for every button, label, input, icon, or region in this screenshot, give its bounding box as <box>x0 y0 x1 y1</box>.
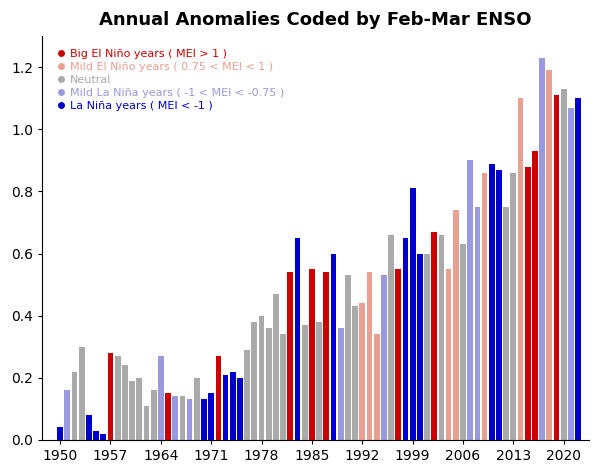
Bar <box>295 238 301 440</box>
Bar <box>374 334 380 440</box>
Bar <box>115 356 121 440</box>
Bar <box>388 235 394 440</box>
Bar <box>575 98 581 440</box>
Bar <box>431 232 437 440</box>
Bar <box>352 306 358 440</box>
Bar <box>496 170 502 440</box>
Bar <box>129 381 135 440</box>
Bar <box>554 95 559 440</box>
Bar <box>187 400 193 440</box>
Bar <box>338 328 344 440</box>
Bar <box>158 356 164 440</box>
Bar <box>215 356 221 440</box>
Bar <box>266 328 272 440</box>
Bar <box>381 275 387 440</box>
Bar <box>136 378 142 440</box>
Bar <box>194 378 200 440</box>
Bar <box>230 372 236 440</box>
Bar <box>532 151 538 440</box>
Bar <box>71 372 77 440</box>
Bar <box>143 406 149 440</box>
Bar <box>107 353 113 440</box>
Bar <box>525 167 530 440</box>
Title: Annual Anomalies Coded by Feb-Mar ENSO: Annual Anomalies Coded by Feb-Mar ENSO <box>99 11 532 29</box>
Bar <box>251 322 257 440</box>
Bar <box>417 254 423 440</box>
Bar <box>453 210 458 440</box>
Bar <box>259 316 265 440</box>
Bar <box>208 393 214 440</box>
Bar <box>64 390 70 440</box>
Bar <box>223 374 229 440</box>
Bar <box>561 89 566 440</box>
Bar <box>367 272 373 440</box>
Bar <box>172 396 178 440</box>
Bar <box>100 434 106 440</box>
Bar <box>503 207 509 440</box>
Bar <box>511 173 516 440</box>
Bar <box>439 235 444 440</box>
Bar <box>201 400 207 440</box>
Bar <box>151 390 157 440</box>
Bar <box>86 415 92 440</box>
Bar <box>547 70 552 440</box>
Bar <box>410 188 416 440</box>
Bar <box>179 396 185 440</box>
Bar <box>489 164 494 440</box>
Bar <box>93 430 99 440</box>
Bar <box>280 334 286 440</box>
Legend: Big El Niño years ( MEI > 1 ), Mild El Niño years ( 0.75 < MEI < 1 ), Neutral, M: Big El Niño years ( MEI > 1 ), Mild El N… <box>53 46 287 114</box>
Bar <box>424 254 430 440</box>
Bar <box>467 160 473 440</box>
Bar <box>323 272 329 440</box>
Bar <box>165 393 171 440</box>
Bar <box>273 294 279 440</box>
Bar <box>395 269 401 440</box>
Bar <box>309 269 315 440</box>
Bar <box>568 108 574 440</box>
Bar <box>57 428 63 440</box>
Bar <box>403 238 409 440</box>
Bar <box>446 269 451 440</box>
Bar <box>302 325 308 440</box>
Bar <box>345 275 351 440</box>
Bar <box>331 254 337 440</box>
Bar <box>287 272 293 440</box>
Bar <box>122 365 128 440</box>
Bar <box>237 378 243 440</box>
Bar <box>475 207 480 440</box>
Bar <box>482 173 487 440</box>
Bar <box>244 350 250 440</box>
Bar <box>539 58 545 440</box>
Bar <box>359 303 365 440</box>
Bar <box>316 322 322 440</box>
Bar <box>79 346 85 440</box>
Bar <box>460 244 466 440</box>
Bar <box>518 98 523 440</box>
